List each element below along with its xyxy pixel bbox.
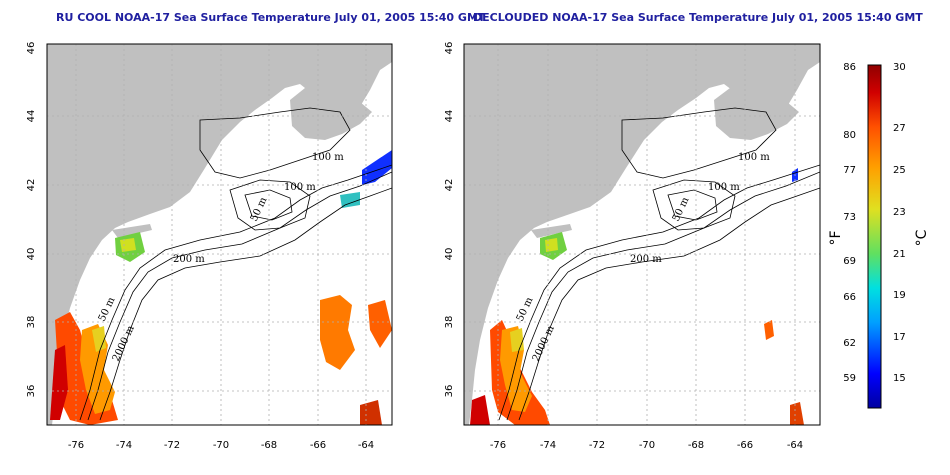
left-contour-label: 2000 m [111, 324, 137, 364]
left-nova-scotia [290, 88, 372, 140]
x-tick-label: -64 [358, 440, 374, 451]
colorbar-c-tick: 19 [893, 290, 906, 301]
y-tick-label: 46 [444, 42, 455, 55]
right-land [464, 44, 820, 425]
y-tick-label: 44 [444, 110, 455, 123]
right-sst-red-edge [470, 395, 490, 425]
right-panel-title: DECLOUDED NOAA-17 Sea Surface Temperatur… [473, 11, 923, 24]
colorbar-c-tick: 25 [893, 165, 906, 176]
y-tick-label: 38 [26, 316, 37, 329]
right-x-ticks: -76 -74 -72 -70 -68 -66 -64 [490, 440, 803, 451]
left-sst-sw-patch [360, 400, 382, 425]
colorbar-f-tick: 73 [843, 212, 856, 223]
right-y-ticks: 36 38 40 42 44 46 [444, 42, 455, 398]
left-grid [47, 44, 392, 425]
right-long-island [531, 224, 572, 238]
colorbar-f-tick: 69 [843, 256, 856, 267]
colorbar-f-tick: 86 [843, 62, 856, 73]
right-contour-label: 50 m [515, 295, 536, 323]
x-tick-label: -76 [68, 440, 84, 451]
colorbar-c-ticks: 30 27 25 23 21 19 17 15 [893, 62, 906, 384]
left-sst-red-edge [50, 345, 68, 420]
right-contour-label: 200 m [630, 254, 662, 265]
right-map: 100 m 100 m 50 m 200 m 50 m 2000 m -76 -… [444, 42, 821, 451]
colorbar-f-ticks: 86 80 77 73 69 66 62 59 [843, 62, 856, 384]
right-contour-label: 2000 m [531, 324, 557, 364]
left-sst-blue-patch [362, 150, 392, 185]
y-tick-label: 42 [26, 179, 37, 192]
colorbar-c-tick: 23 [893, 207, 906, 218]
left-frame [46, 43, 393, 426]
right-contour-label: 100 m [708, 182, 740, 193]
y-tick-label: 36 [444, 385, 455, 398]
colorbar-f-tick: 77 [843, 165, 856, 176]
x-tick-label: -66 [737, 440, 753, 451]
right-sst-southern-warm [510, 328, 524, 352]
colorbar-gradient [867, 64, 882, 409]
x-tick-label: -70 [639, 440, 655, 451]
x-tick-label: -68 [261, 440, 277, 451]
x-tick-label: -76 [490, 440, 506, 451]
left-map: 100 m 100 m 50 m 200 m 50 m 2000 m -76 -… [26, 42, 393, 451]
left-contour-label: 100 m [284, 182, 316, 193]
y-tick-label: 40 [444, 248, 455, 261]
left-x-ticks: -76 -74 -72 -70 -68 -66 -64 [68, 440, 374, 451]
left-contours [79, 107, 392, 421]
left-long-island [112, 224, 152, 238]
x-tick-label: -70 [213, 440, 229, 451]
right-sst-southern-core [500, 326, 532, 412]
left-land [47, 44, 392, 425]
x-tick-label: -74 [116, 440, 132, 451]
left-sst-east-patch2 [368, 300, 392, 348]
x-tick-label: -72 [164, 440, 180, 451]
left-contour-label: 50 m [97, 295, 118, 323]
right-contours [498, 107, 820, 421]
colorbar: 86 80 77 73 69 66 62 59 30 27 25 23 21 1… [828, 62, 930, 409]
left-sst-ny-bight-core [120, 238, 136, 252]
colorbar-f-tick: 59 [843, 373, 856, 384]
colorbar-c-tick: 30 [893, 62, 906, 73]
x-tick-label: -66 [310, 440, 326, 451]
left-contour-label: 100 m [312, 152, 344, 163]
left-y-ticks: 36 38 40 42 44 46 [26, 42, 37, 398]
y-tick-label: 40 [26, 248, 37, 261]
right-sst-sw-patch [790, 402, 804, 425]
x-tick-label: -72 [589, 440, 605, 451]
colorbar-c-tick: 21 [893, 249, 906, 260]
colorbar-c-tick: 27 [893, 123, 906, 134]
left-sst-cyan-patch [340, 192, 360, 208]
left-sst-east-patch1 [320, 295, 355, 370]
y-tick-label: 46 [26, 42, 37, 55]
colorbar-c-tick: 17 [893, 332, 906, 343]
colorbar-c-label: °C [914, 229, 930, 246]
right-frame [463, 43, 821, 426]
left-panel-title: RU COOL NOAA-17 Sea Surface Temperature … [56, 11, 486, 24]
left-sst-southern-core [80, 324, 115, 414]
right-contour-label: 50 m [671, 195, 692, 223]
left-sst-southern-warm [92, 326, 106, 352]
right-nova-scotia [714, 88, 799, 140]
x-tick-label: -64 [787, 440, 803, 451]
y-tick-label: 42 [444, 179, 455, 192]
left-contour-label: 200 m [173, 254, 205, 265]
y-tick-label: 44 [26, 110, 37, 123]
x-tick-label: -74 [540, 440, 556, 451]
colorbar-f-tick: 62 [843, 338, 856, 349]
colorbar-f-tick: 80 [843, 130, 856, 141]
x-tick-label: -68 [688, 440, 704, 451]
colorbar-c-tick: 15 [893, 373, 906, 384]
right-sst-ny-bight-core [545, 238, 558, 252]
colorbar-f-tick: 66 [843, 292, 856, 303]
right-sst-east-patch [764, 320, 774, 340]
y-tick-label: 38 [444, 316, 455, 329]
colorbar-f-label: °F [828, 230, 844, 245]
right-grid [464, 44, 820, 425]
y-tick-label: 36 [26, 385, 37, 398]
right-contour-label: 100 m [738, 152, 770, 163]
